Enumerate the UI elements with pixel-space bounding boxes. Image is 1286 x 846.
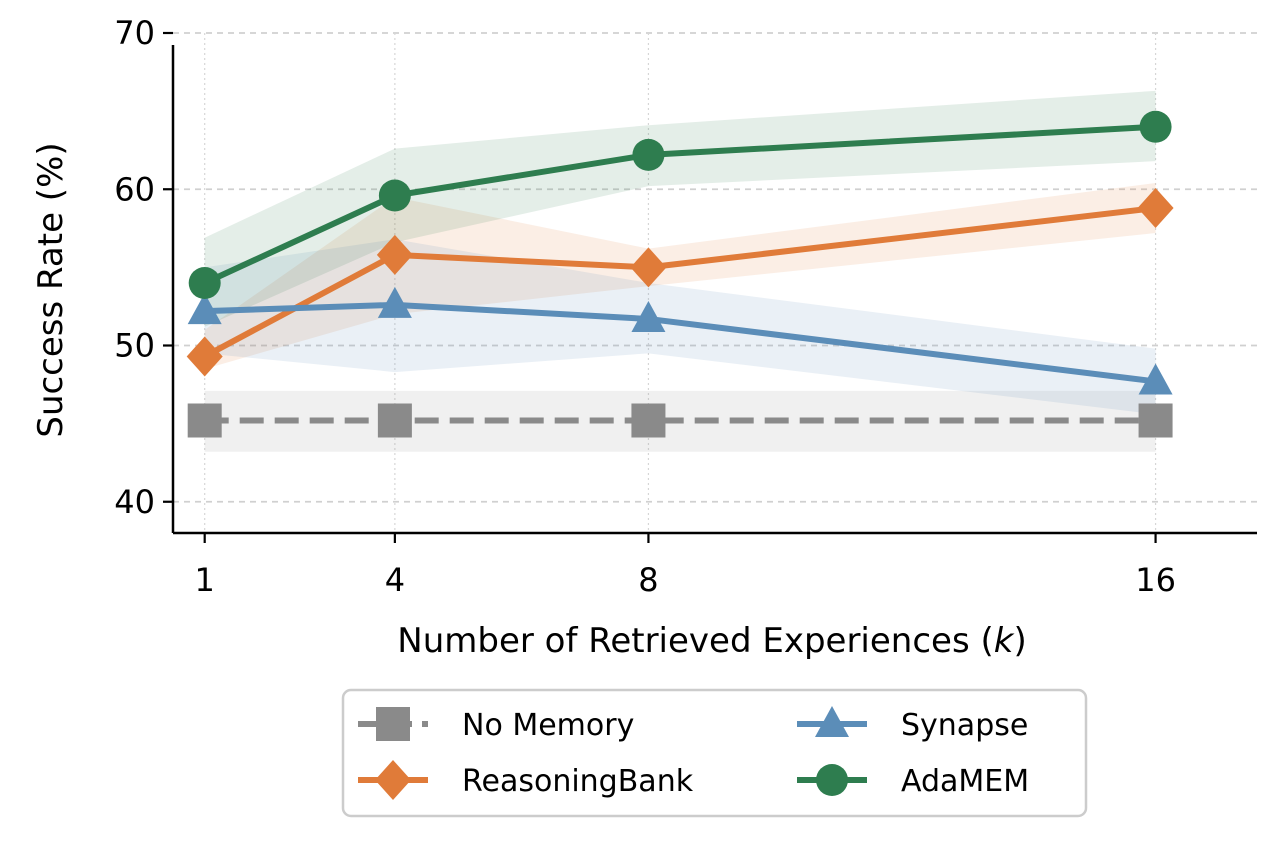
legend-label: ReasoningBank bbox=[462, 764, 694, 799]
y-tick-label: 70 bbox=[114, 14, 155, 52]
x-tick-label: 1 bbox=[195, 561, 215, 599]
legend-item-synapse: Synapse bbox=[797, 706, 1028, 743]
marker-no-memory-4 bbox=[377, 403, 412, 438]
legend-marker-synapse bbox=[815, 706, 849, 737]
legend-marker-adamem bbox=[816, 764, 848, 796]
series-markers bbox=[186, 110, 1174, 438]
confidence-bands bbox=[204, 90, 1156, 452]
marker-synapse-16 bbox=[1138, 363, 1173, 395]
marker-synapse-4 bbox=[377, 286, 412, 318]
legend-box bbox=[341, 688, 1088, 818]
legend-label: No Memory bbox=[462, 708, 634, 743]
y-tick-label: 40 bbox=[114, 483, 155, 521]
marker-no-memory-16 bbox=[1138, 403, 1173, 438]
marker-reasoningbank-16 bbox=[1137, 188, 1174, 228]
x-axis-label-text: Number of Retrieved Experiences ( bbox=[397, 621, 993, 661]
band-adamem bbox=[204, 90, 1156, 327]
marker-adamem-4 bbox=[378, 179, 411, 212]
marker-synapse-1 bbox=[187, 293, 222, 325]
legend-marker-reasoningbank bbox=[375, 760, 411, 800]
legend-item-no-memory: No Memory bbox=[358, 707, 634, 743]
marker-adamem-8 bbox=[632, 138, 665, 171]
x-tick-label: 8 bbox=[638, 561, 658, 599]
marker-no-memory-1 bbox=[187, 403, 222, 438]
marker-no-memory-8 bbox=[631, 403, 666, 438]
x-tick-label: 16 bbox=[1135, 561, 1176, 599]
legend-item-reasoningbank: ReasoningBank bbox=[358, 760, 694, 800]
y-tick-label: 50 bbox=[114, 327, 155, 365]
x-axis-label-close: ) bbox=[1013, 621, 1026, 661]
x-axis-label-variable: k bbox=[994, 621, 1015, 661]
line-synapse bbox=[204, 301, 1156, 385]
legend-marker-no-memory bbox=[376, 707, 410, 741]
x-tick-label: 4 bbox=[385, 561, 405, 599]
marker-reasoningbank-4 bbox=[376, 234, 413, 275]
legend-item-adamem: AdaMEM bbox=[797, 764, 1029, 799]
band-synapse bbox=[204, 239, 1156, 415]
marker-reasoningbank-1 bbox=[186, 336, 223, 377]
axes bbox=[171, 45, 1257, 535]
y-axis-label: Success Rate (%) bbox=[31, 142, 71, 437]
marker-synapse-8 bbox=[631, 300, 666, 332]
legend-label: AdaMEM bbox=[901, 764, 1029, 799]
x-axis-label: Number of Retrieved Experiences (k) bbox=[397, 621, 1026, 661]
band-reasoningbank bbox=[204, 183, 1156, 369]
marker-adamem-16 bbox=[1139, 110, 1172, 143]
marker-reasoningbank-8 bbox=[630, 247, 667, 288]
tick-labels: 40 50 60 70 1 4 8 16 bbox=[114, 14, 1176, 599]
legend: No Memory Synapse ReasoningBank AdaMEM bbox=[341, 688, 1088, 818]
marker-adamem-1 bbox=[188, 267, 221, 299]
y-tick-label: 60 bbox=[114, 170, 155, 208]
series-lines bbox=[203, 123, 1156, 424]
line-adamem bbox=[203, 123, 1156, 286]
legend-label: Synapse bbox=[901, 708, 1028, 743]
